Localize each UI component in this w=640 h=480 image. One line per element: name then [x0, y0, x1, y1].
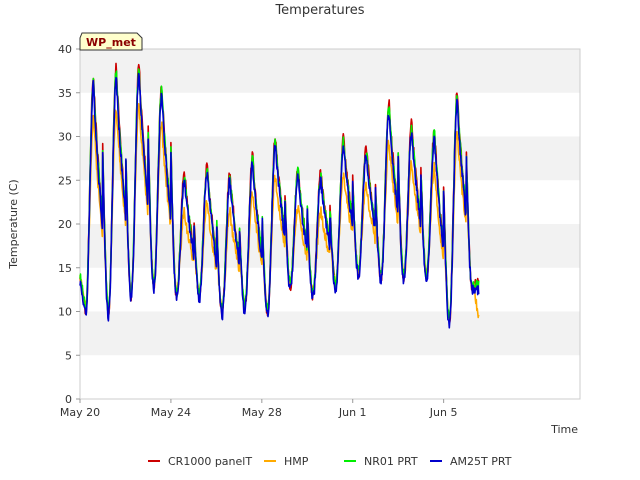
x-axis-label: Time	[550, 423, 578, 436]
legend: CR1000 panelT HMP NR01 PRT AM25T PRT	[148, 455, 512, 468]
x-tick-label: May 20	[60, 406, 100, 419]
x-tick-label: Jun 5	[429, 406, 458, 419]
chart-title: Temperatures	[274, 3, 364, 18]
y-tick-label: 5	[65, 349, 72, 362]
x-tick-label: May 28	[242, 406, 282, 419]
y-tick-label: 15	[58, 262, 72, 275]
legend-label: AM25T PRT	[450, 455, 512, 468]
legend-label: HMP	[284, 455, 309, 468]
legend-label: CR1000 panelT	[168, 455, 252, 468]
series-lines	[79, 62, 480, 329]
grid-bands	[80, 49, 580, 356]
site-badge-label: WP_met	[86, 36, 136, 49]
y-axis-ticks: 0 5 10 15 20 25 30 35 40	[58, 43, 80, 406]
y-tick-label: 10	[58, 306, 72, 319]
grid-band	[80, 136, 580, 181]
x-tick-label: May 24	[151, 406, 191, 419]
grid-band	[80, 49, 580, 93]
site-badge-box	[79, 32, 143, 51]
y-tick-label: 0	[65, 393, 72, 406]
y-tick-label: 35	[58, 87, 72, 100]
site-badge: WP_met	[79, 32, 143, 51]
y-tick-label: 25	[58, 174, 72, 187]
series-line	[79, 72, 480, 329]
y-tick-label: 30	[58, 131, 72, 144]
x-axis-ticks: May 20 May 24 May 28 Jun 1 Jun 5	[60, 399, 458, 419]
y-axis-label: Temperature (C)	[7, 179, 20, 269]
y-tick-label: 20	[58, 218, 72, 231]
x-tick-label: Jun 1	[338, 406, 367, 419]
legend-label: NR01 PRT	[364, 455, 418, 468]
grid-band	[80, 311, 580, 356]
y-tick-label: 40	[58, 43, 72, 56]
